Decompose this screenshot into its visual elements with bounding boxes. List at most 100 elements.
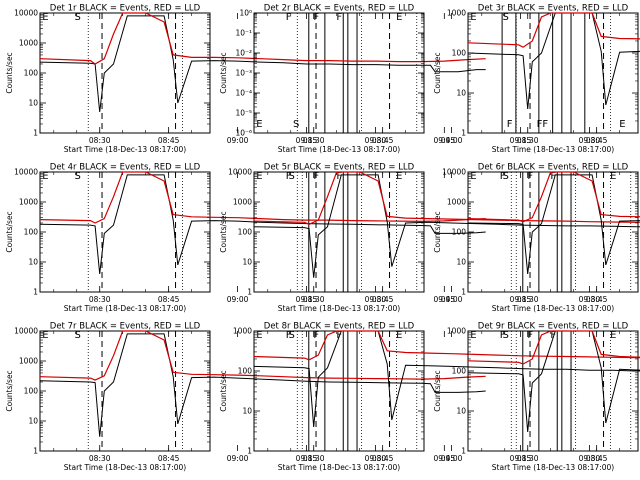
y-tick-label: 100 — [452, 49, 467, 58]
plot-frame — [39, 330, 211, 452]
panel-det-8: Det 8r BLACK = Events, RED = LLD11010010… — [219, 322, 640, 472]
event-letter-label: F — [336, 12, 342, 23]
y-tick-label: 100 — [238, 228, 253, 237]
y-tick-label: 10⁻² — [235, 49, 252, 58]
y-tick-label: 1 — [33, 447, 38, 456]
event-letter-label: E — [470, 171, 476, 182]
event-letter-label: E — [396, 171, 402, 182]
x-tick-label: 08:45 — [586, 136, 608, 145]
event-letter-label: F — [550, 171, 556, 182]
y-axis-label: Counts/sec — [433, 52, 442, 93]
event-letter-label: S — [502, 12, 508, 23]
x-tick-label: 09:00 — [227, 136, 249, 145]
event-letter-label: E — [42, 330, 48, 341]
y-tick-label: 1000 — [447, 9, 466, 18]
x-tick-label: 09:30 — [579, 136, 601, 145]
y-tick-label: 1 — [33, 288, 38, 297]
x-axis-label: Start Time (18-Dec-13 08:17:00) — [492, 463, 614, 472]
x-tick-label: 08:30 — [89, 454, 111, 463]
y-tick-label: 10000 — [14, 168, 38, 177]
panel-title: Det 4r BLACK = Events, RED = LLD — [50, 163, 201, 173]
y-tick-label: 1000 — [19, 39, 38, 48]
event-letter-label: E — [610, 330, 616, 341]
y-tick-label: 10⁻⁵ — [235, 109, 252, 118]
x-tick-label: 09:30 — [579, 454, 601, 463]
event-letter-label: E — [42, 12, 48, 23]
series-lld-line — [253, 171, 640, 225]
event-letter-label: S — [288, 330, 294, 341]
y-tick-label: 10 — [242, 258, 252, 267]
event-letter-label: S — [288, 171, 294, 182]
x-axis-label: Start Time (18-Dec-13 08:17:00) — [278, 304, 400, 313]
y-axis-label: Counts/sec — [219, 370, 228, 411]
event-letter-label: F — [500, 330, 506, 341]
panel-title: Det 9r BLACK = Events, RED = LLD — [478, 322, 629, 332]
plot-frame — [467, 171, 639, 293]
x-tick-label: 09:45 — [434, 295, 456, 304]
x-tick-label: 09:00 — [227, 454, 249, 463]
series-events-line — [253, 174, 640, 278]
y-tick-label: 1000 — [233, 327, 252, 336]
x-tick-label: 08:45 — [586, 295, 608, 304]
x-tick-label: 08:30 — [303, 136, 325, 145]
panel-title: Det 2r BLACK = Events, RED = LLD — [264, 4, 415, 14]
x-tick-label: 08:30 — [517, 454, 539, 463]
y-tick-label: 10⁻⁴ — [235, 89, 252, 98]
event-letter-label: F — [286, 330, 292, 341]
x-tick-label: 08:45 — [372, 295, 394, 304]
event-letter-label: S — [74, 330, 80, 341]
x-axis-label: Start Time (18-Dec-13 08:17:00) — [64, 304, 186, 313]
series-events-line — [39, 15, 486, 113]
panel-det-4: Det 4r BLACK = Events, RED = LLD11010010… — [5, 163, 486, 313]
plot-frame — [467, 330, 639, 452]
x-tick-label: 09:00 — [441, 295, 463, 304]
event-letter-label: E — [256, 171, 262, 182]
event-letter-label: E — [256, 119, 262, 130]
series-lld-line — [467, 12, 640, 48]
x-tick-label: 09:00 — [441, 454, 463, 463]
x-tick-label: 09:30 — [579, 295, 601, 304]
panel-title: Det 7r BLACK = Events, RED = LLD — [50, 322, 201, 332]
x-tick-label: 08:30 — [303, 295, 325, 304]
series-events-line — [39, 333, 486, 437]
event-letter-label: FF — [537, 119, 549, 130]
event-letter-label: S — [74, 171, 80, 182]
y-tick-label: 1 — [247, 447, 252, 456]
y-axis-label: Counts/sec — [5, 370, 14, 411]
x-axis-label: Start Time (18-Dec-13 08:17:00) — [278, 463, 400, 472]
x-tick-label: 09:45 — [434, 454, 456, 463]
panel-det-1: Det 1r BLACK = Events, RED = LLD11010010… — [5, 4, 486, 154]
event-letter-label: E — [256, 330, 262, 341]
event-letter-label: E — [396, 330, 402, 341]
y-tick-label: 1 — [461, 288, 466, 297]
plot-frame — [39, 171, 211, 293]
x-tick-label: 09:15 — [510, 295, 532, 304]
x-tick-label: 08:45 — [158, 136, 180, 145]
panel-det-2: Det 2r BLACK = Events, RED = LLD 10⁻⁶ 10⁻⁵… — [219, 4, 626, 155]
y-tick-label: 10 — [28, 417, 38, 426]
series-lld-line — [467, 171, 640, 223]
x-tick-label: 09:15 — [296, 454, 318, 463]
x-tick-label: 08:30 — [517, 295, 539, 304]
y-tick-label: 10⁰ — [239, 9, 252, 18]
event-letter-label: F — [286, 171, 292, 182]
x-tick-label: 09:15 — [510, 454, 532, 463]
panel-det-7: Det 7r BLACK = Events, RED = LLD11010010… — [5, 322, 486, 472]
x-tick-label: 08:45 — [158, 454, 180, 463]
x-axis-label: Start Time (18-Dec-13 08:17:00) — [492, 304, 614, 313]
y-tick-label: 100 — [452, 228, 467, 237]
y-tick-label: 1 — [461, 447, 466, 456]
x-axis-label: Start Time (18-Dec-13 08:17:00) — [492, 145, 614, 154]
y-tick-label: 100 — [452, 367, 467, 376]
x-tick-label: 09:30 — [365, 454, 387, 463]
panel-title: Det 1r BLACK = Events, RED = LLD — [50, 4, 201, 14]
series-events-line — [467, 12, 640, 109]
event-letter-label: E — [619, 119, 625, 130]
panel-det-9: Det 9r BLACK = Events, RED = LLD 1 10 100 10… — [433, 322, 640, 472]
series-lld-line — [467, 330, 640, 365]
x-tick-label: 09:30 — [365, 295, 387, 304]
panel-det-3: Det 3r BLACK = Events, RED = LLD 1 10 100 10… — [433, 4, 640, 154]
event-letter-label: S — [293, 119, 299, 130]
y-tick-label: 10000 — [442, 168, 466, 177]
